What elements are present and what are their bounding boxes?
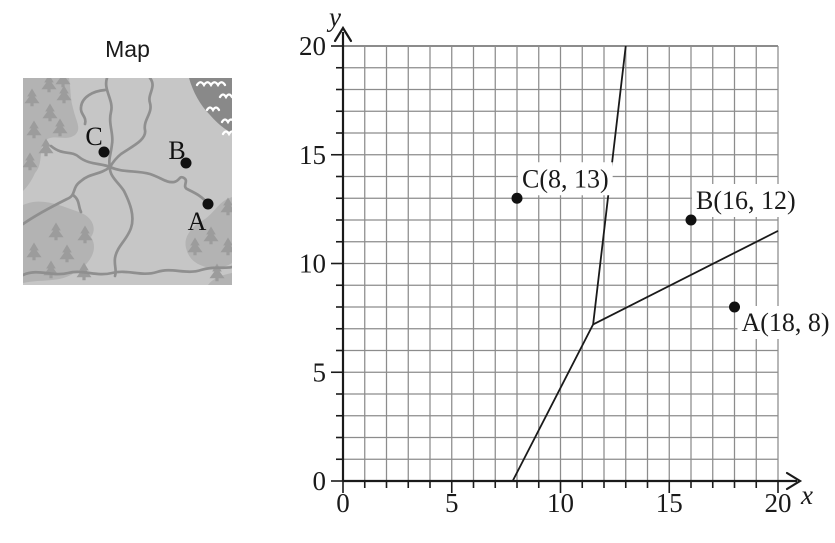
tick-labels: 00 5 5 10 10 15 15 20 20 [299, 31, 792, 518]
map-point-markers [98, 146, 214, 210]
map-forest-patches [23, 78, 232, 285]
axes [333, 25, 803, 491]
plotted-lines [511, 45, 779, 482]
tick-marks [331, 45, 779, 493]
x-tick-label: 10 [547, 488, 574, 518]
x-tick-label: 0 [336, 488, 350, 518]
point-label-bg-B [692, 184, 800, 217]
y-tick-label: 15 [299, 140, 326, 170]
point-label-bg-C [518, 162, 613, 196]
map-point-b-dot [180, 157, 192, 169]
y-tick-label: 5 [313, 357, 327, 387]
x-tick-label: 20 [765, 488, 792, 518]
map-illustration: C B A [23, 78, 232, 285]
y-tick-label: 10 [299, 249, 326, 279]
point-labels: C(8, 13) B(16, 12) A(18, 8) [518, 162, 834, 339]
plotted-points [511, 192, 740, 313]
map-point-c-dot [98, 146, 110, 158]
point-dot-B [685, 214, 697, 226]
x-axis-letter: x [800, 480, 813, 510]
point-dot-C [511, 192, 523, 204]
map-point-a-label: A [188, 207, 207, 236]
map-point-b-label: B [168, 136, 185, 165]
point-label-C: C(8, 13) [522, 164, 609, 193]
coordinate-graph: 00 5 5 10 10 15 15 20 20 C(8, 13) B(16, 12) A(18, … [299, 2, 834, 518]
map-title: Map [105, 36, 150, 62]
x-axis-arrow [785, 471, 803, 491]
y-tick-label: 0 [313, 466, 327, 496]
point-label-A: A(18, 8) [742, 308, 830, 337]
y-axis-letter: y [326, 2, 341, 32]
map-point-a-dot [202, 198, 214, 210]
x-tick-label: 15 [656, 488, 683, 518]
map-water-area [189, 78, 232, 133]
y-tick-label: 20 [299, 31, 326, 61]
point-label-bg-A [737, 306, 834, 339]
branch-line [592, 230, 779, 326]
map-rivers [23, 78, 232, 278]
x-tick-label: 5 [445, 488, 459, 518]
map-point-c-label: C [85, 122, 102, 151]
point-label-B: B(16, 12) [696, 186, 796, 215]
point-dot-A [729, 301, 740, 313]
y-axis-arrow [333, 25, 353, 43]
